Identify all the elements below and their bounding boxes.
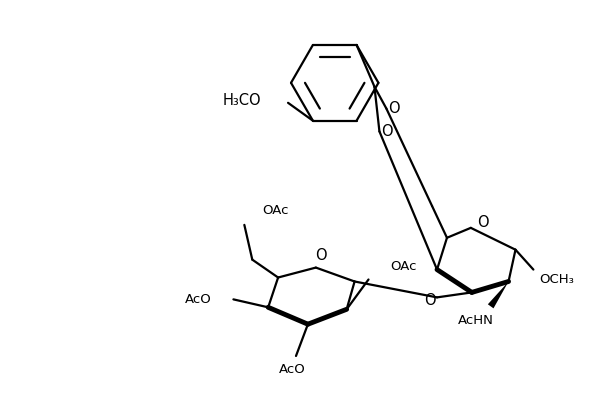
Text: OAc: OAc: [391, 260, 417, 273]
Text: O: O: [382, 124, 393, 139]
Text: AcO: AcO: [279, 363, 305, 377]
Polygon shape: [488, 281, 508, 308]
Text: O: O: [477, 215, 488, 230]
Text: O: O: [389, 101, 400, 116]
Text: O: O: [315, 248, 327, 263]
Text: OAc: OAc: [262, 204, 289, 218]
Text: AcHN: AcHN: [458, 314, 494, 327]
Text: H₃CO: H₃CO: [223, 94, 262, 108]
Text: AcO: AcO: [185, 293, 211, 306]
Text: O: O: [424, 293, 436, 308]
Text: OCH₃: OCH₃: [539, 273, 574, 286]
